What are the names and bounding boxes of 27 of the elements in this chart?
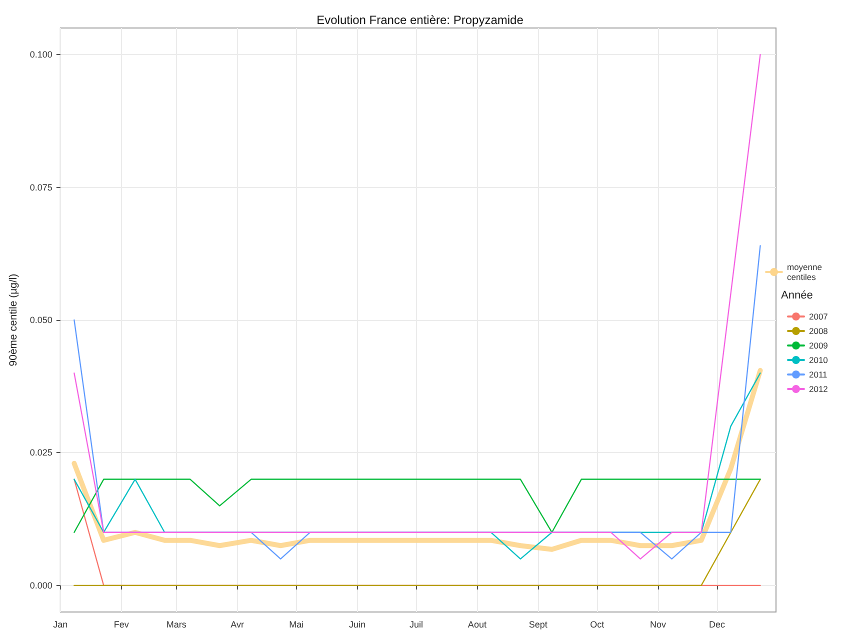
legend-label: 2012	[809, 384, 828, 394]
y-tick-label: 0.025	[30, 448, 52, 458]
legend-label: 2011	[809, 370, 828, 380]
x-tick-label: Jan	[53, 620, 68, 630]
x-tick-label: Juil	[409, 620, 424, 630]
legend-title: Année	[781, 290, 813, 302]
x-tick-label: Avr	[230, 620, 244, 630]
x-tick-label: Mars	[166, 620, 187, 630]
legend-label: moyenne centiles	[787, 262, 824, 282]
legend-label: 2009	[809, 340, 828, 350]
x-tick-label: Sept	[528, 620, 548, 630]
y-tick-label: 0.050	[30, 315, 52, 325]
legend-label: 2008	[809, 326, 828, 336]
x-tick-label: Dec	[709, 620, 726, 630]
y-axis-title: 90ème centile (µg/l)	[8, 274, 20, 366]
y-tick-label: 0.075	[30, 182, 52, 192]
legend-label: 2010	[809, 355, 828, 365]
x-tick-label: Fev	[114, 620, 130, 630]
chart-title: Evolution France entière: Propyzamide	[316, 13, 524, 27]
x-tick-label: Mai	[289, 620, 304, 630]
y-tick-label: 0.100	[30, 50, 52, 60]
x-tick-label: Juin	[349, 620, 366, 630]
x-tick-label: Oct	[590, 620, 605, 630]
x-tick-label: Aout	[468, 620, 487, 630]
legend-label: 2007	[809, 312, 828, 322]
x-tick-label: Nov	[650, 620, 667, 630]
y-tick-label: 0.000	[30, 580, 52, 590]
